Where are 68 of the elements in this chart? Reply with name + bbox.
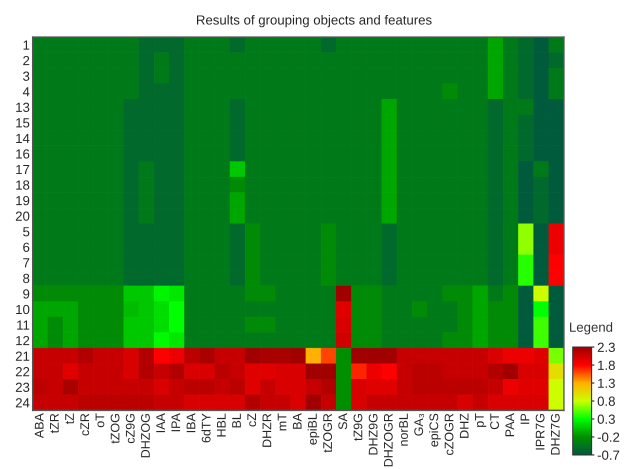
y-tick-label: 16 [16,149,30,159]
color-bar-label: -0.2 [598,432,620,442]
y-tick-label: 23 [16,382,30,392]
x-tick-label: tZ [65,414,74,424]
x-tick-label: cZ9G [126,414,135,444]
y-tick-label: 19 [16,196,30,206]
y-tick-label: 6 [23,242,30,252]
x-tick-label: GA₃ [414,414,424,436]
x-tick-label: norBL [399,414,408,446]
y-tick-label: 11 [17,320,30,330]
x-tick-label: pT [475,413,486,427]
y-tick-label: 2 [23,56,30,66]
x-tick-label: IP [520,414,530,424]
y-tick-label: 10 [16,304,30,314]
color-bar-label: 0.3 [598,414,615,424]
x-tick-label: CT [490,413,499,430]
y-tick-label: 18 [16,180,30,190]
x-tick-label: cZOGR [444,414,454,455]
x-tick-label: BA [292,413,302,429]
x-tick-label: PAA [505,413,514,436]
color-bar-label: 0.8 [598,396,615,406]
y-tick-label: 13 [16,102,30,112]
x-tick-label: HBL [217,414,226,436]
x-tick-label: IPR7G [536,414,545,450]
x-tick-label: DHZ7G [550,414,560,454]
y-tick-label: 24 [16,398,30,408]
y-tick-label: 17 [16,164,30,174]
y-tick-label: 4 [22,87,30,96]
x-tick-label: DHZ9G [368,414,378,454]
x-tick-label: DHZR [262,414,272,447]
y-tick-label: 7 [23,258,30,268]
x-tick-label: 6dTY [201,413,211,442]
x-tick-label: epiCS [429,414,441,447]
y-tick-label: 12 [16,336,30,346]
y-tick-label: 8 [23,274,30,284]
color-bar-title: Legend [570,322,612,334]
x-tick-label: tZR [50,414,59,434]
x-tick-label: ABA [34,413,44,438]
x-tick-label: DHZ [460,414,469,438]
color-bar-label: 1.8 [598,360,615,370]
y-tick-label: 5 [23,227,30,236]
x-tick-label: BL [232,414,241,428]
x-tick-label: SA [338,413,348,430]
x-tick-label: epiBL [308,414,320,445]
y-tick-label: 22 [16,367,30,376]
y-tick-label: 14 [16,134,30,143]
color-bar-label: 2.3 [598,342,615,352]
x-tick-label: IPA [171,413,180,432]
y-tick-label: 21 [16,352,30,361]
chart-title: Results of grouping objects and features [197,14,432,28]
x-tick-label: DHZOGR [384,414,393,466]
y-tick-label: 3 [23,72,30,81]
x-tick-label: mT [278,413,286,430]
y-tick-label: 15 [16,118,30,128]
x-tick-label: DHZOG [141,414,150,458]
y-tick-label: 9 [23,289,30,299]
x-tick-label: tZOG [110,414,120,444]
y-tick-label: 20 [16,212,30,221]
x-tick-label: cZR [80,414,90,436]
x-tick-label: IBA [186,413,196,432]
color-bar-label: 1.3 [598,378,615,388]
x-tick-label: IAA [156,413,165,432]
x-tick-label: cZ [247,414,256,427]
y-tick-label: 1 [24,40,30,50]
x-tick-label: oT [96,413,104,428]
color-bar-label: -0.7 [598,450,620,460]
x-tick-label: tZ9G [354,414,362,441]
x-tick-label: tZOGR [323,414,332,453]
